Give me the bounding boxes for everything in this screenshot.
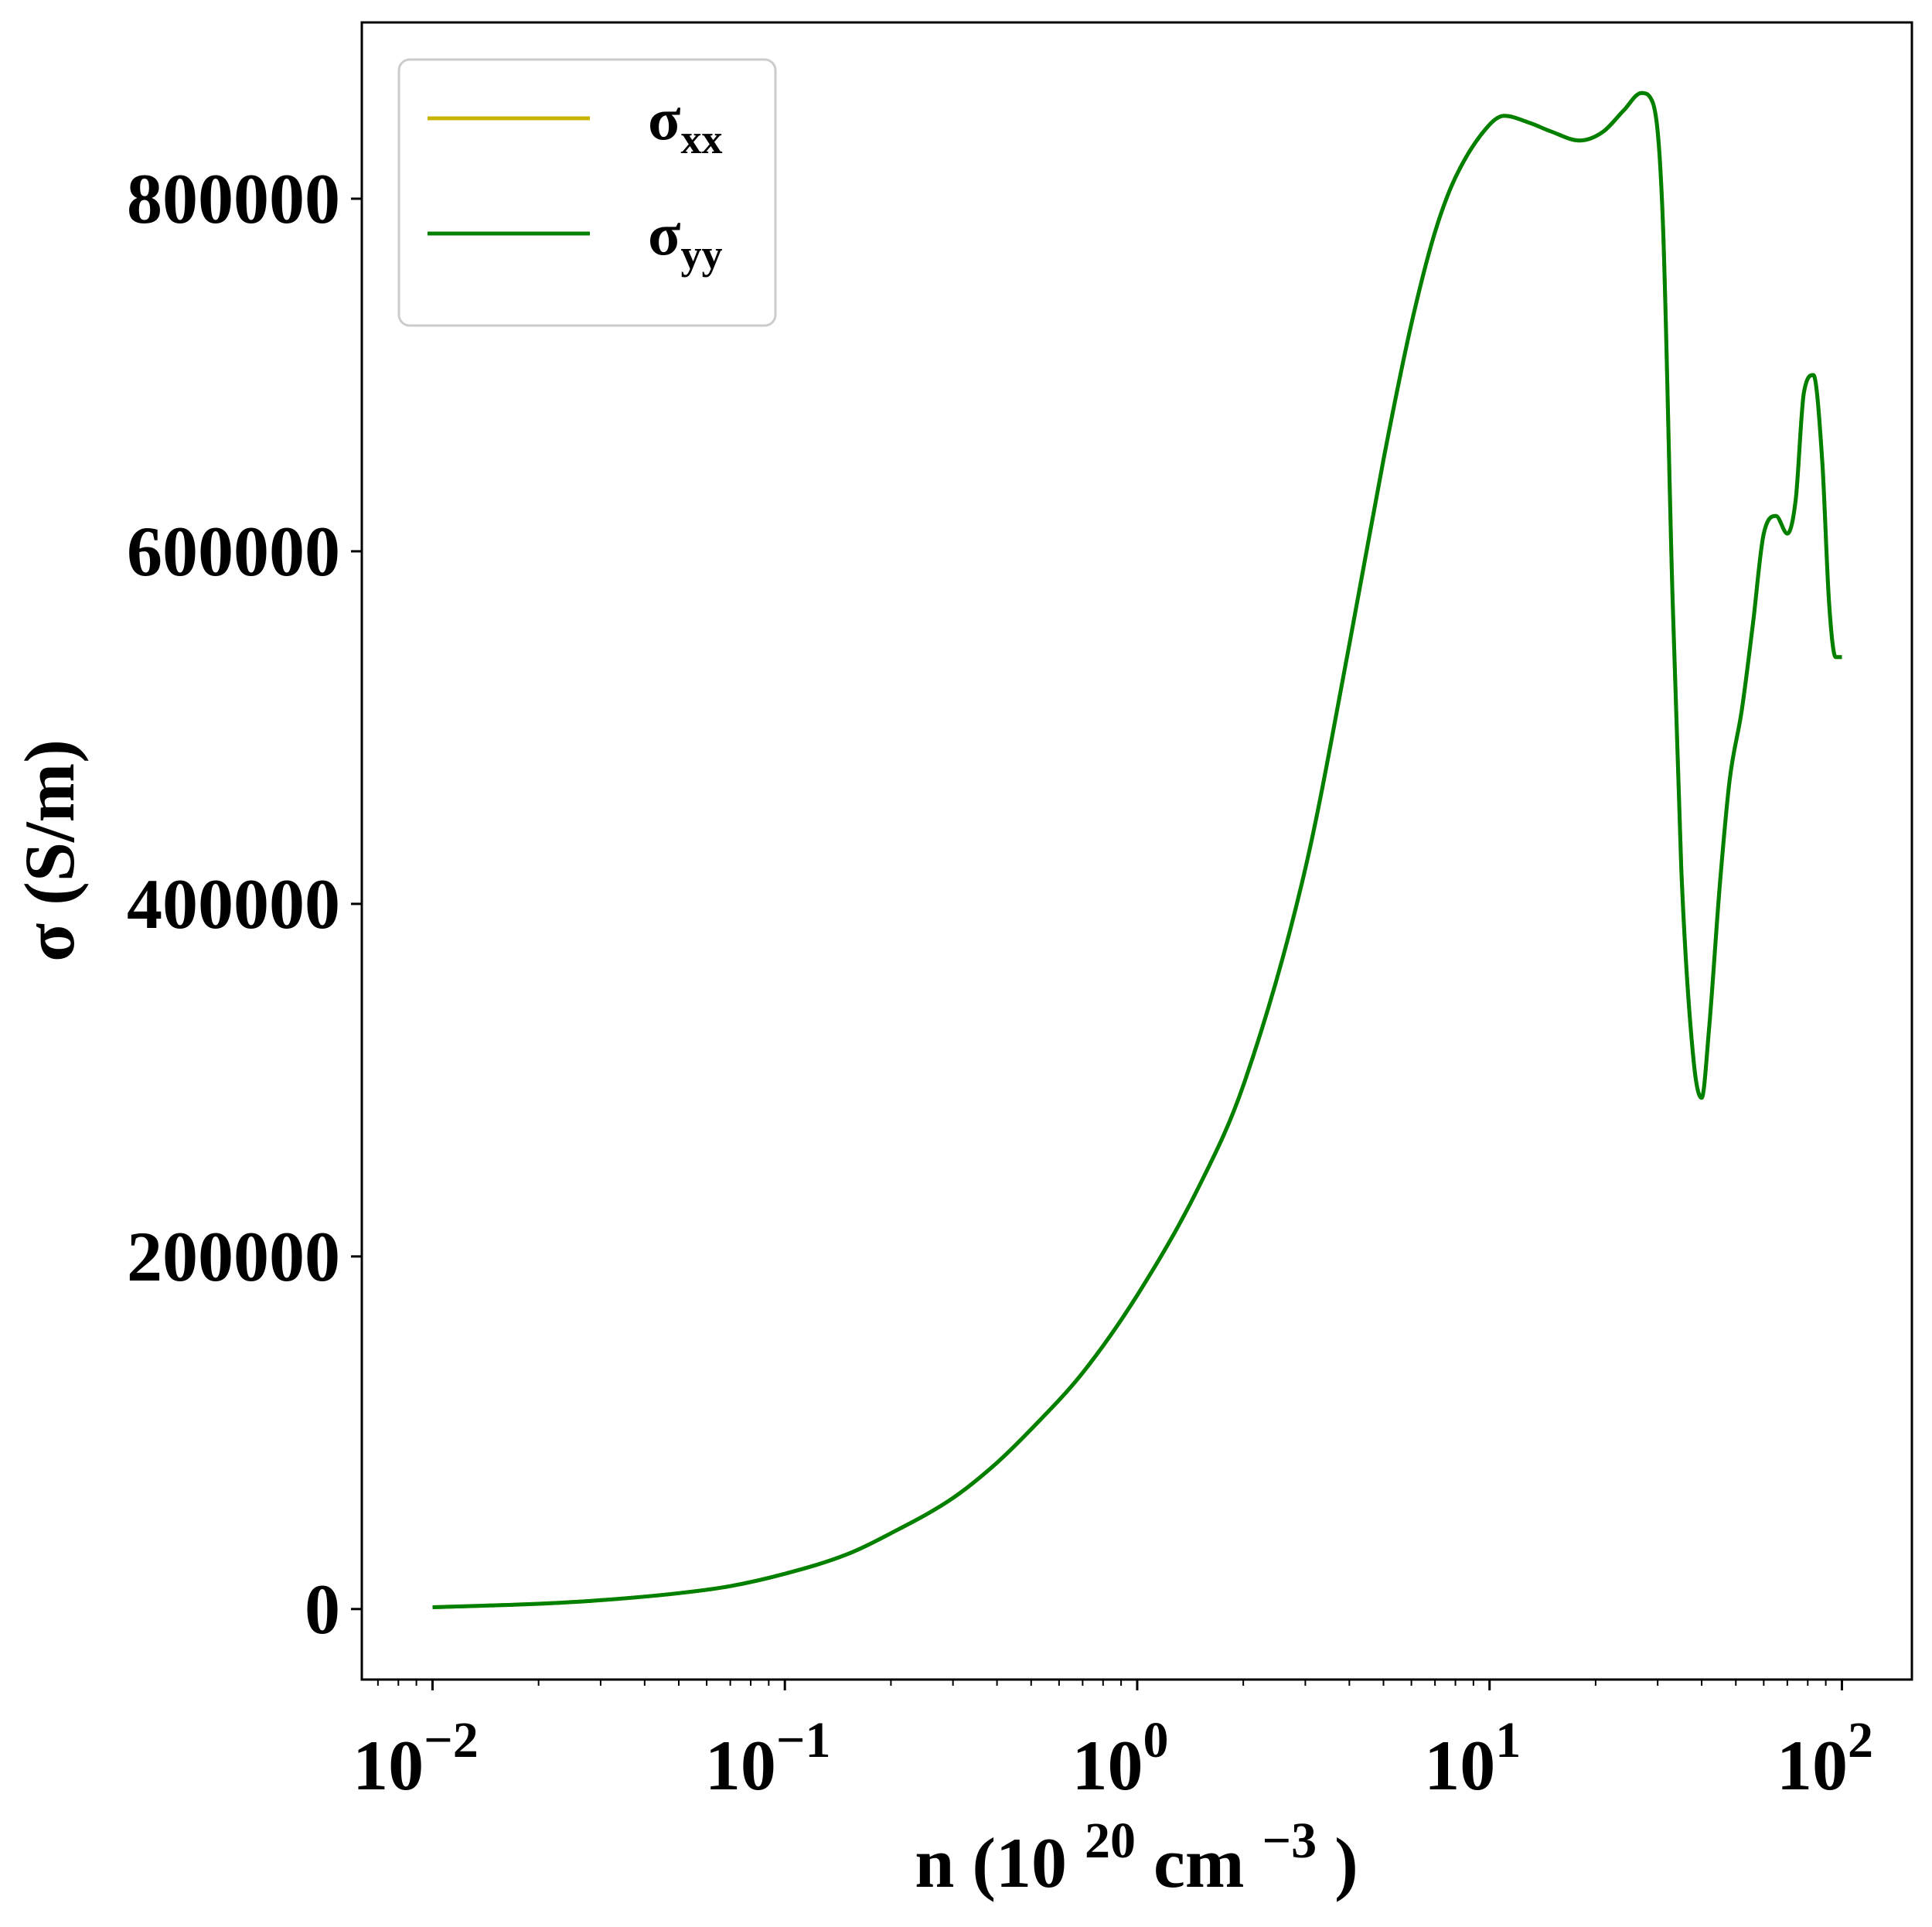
x-axis-label: n (10 20 cm −3 ) [915,1794,1358,1902]
y-axis-label: σ (S/m) [10,739,89,962]
legend-label-sigma-xx: σxx [648,85,722,162]
legend-sub-xx: xx [680,116,722,162]
y-tick-label: 200000 [127,1217,340,1296]
x-tick-label: 10−2 [353,1712,479,1805]
x-axis-ticks: 10−2 10−1 100 101 102 [353,1680,1873,1805]
legend-box [397,58,777,327]
plot-frame [360,21,1913,1681]
y-axis-ticks: 0 200000 400000 600000 800000 [127,159,362,1649]
x-tick-label: 102 [1777,1712,1873,1805]
legend: σxx σyy [397,58,777,327]
y-tick-label: 0 [305,1570,340,1649]
legend-label-sigma-yy: σyy [648,200,722,278]
x-axis-label-end: ) [1334,1823,1358,1902]
x-axis-label-sup2: −3 [1262,1813,1317,1869]
series-line-yy [432,90,1842,1609]
x-tick-label: 10−1 [705,1712,831,1805]
y-tick-label: 600000 [127,512,340,591]
x-axis-label-base: n (10 [915,1823,1067,1902]
legend-sub-yy: yy [680,231,722,278]
x-tick-label: 100 [1072,1712,1168,1805]
plot-lines [432,90,1842,1609]
y-tick-label: 800000 [127,159,340,238]
x-tick-label: 101 [1424,1712,1521,1805]
x-axis-label-mid: cm [1153,1823,1244,1902]
legend-sym-xx: σ [648,85,680,152]
x-axis-label-sup1: 20 [1085,1813,1136,1869]
legend-sym-yy: σ [648,200,680,268]
y-tick-label: 400000 [127,865,340,943]
